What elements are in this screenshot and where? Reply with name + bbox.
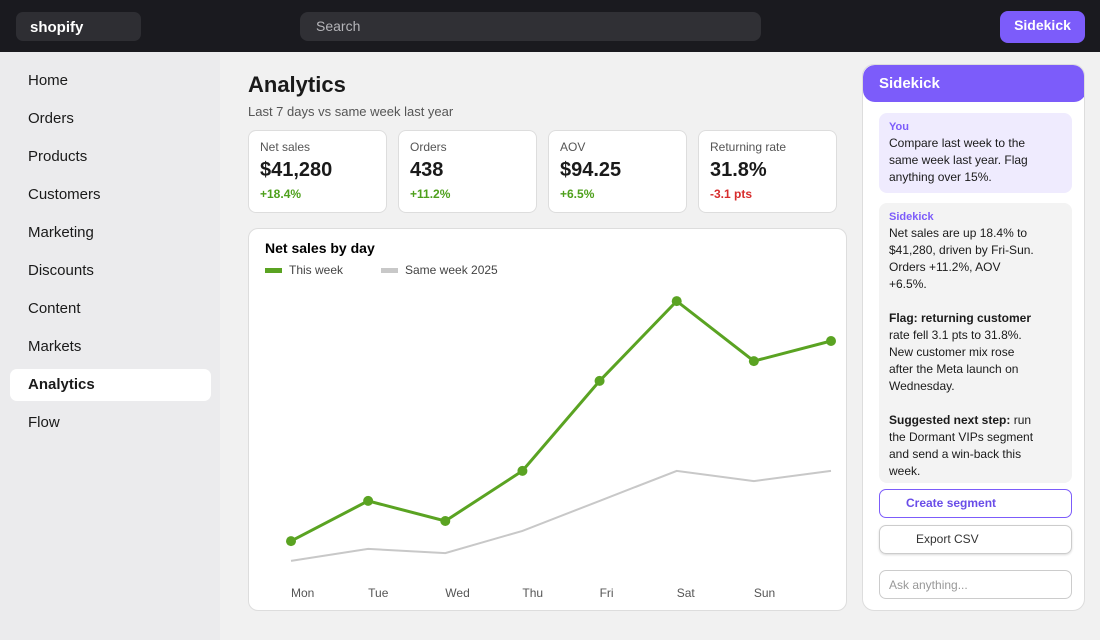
page-title: Analytics (248, 72, 346, 97)
chart: Net sales by day This week Same week 2025 M… (265, 240, 836, 600)
nav-item[interactable]: Products (28, 148, 88, 165)
kpi-delta: +11.2% (410, 187, 451, 201)
action-button[interactable]: Export CSV (879, 525, 1072, 554)
sidekick-panel: Sidekick You Compare last week to the sa… (862, 64, 1085, 611)
kpi-label: AOV (560, 140, 586, 154)
message-text: Compare last week to the same week last … (889, 136, 1028, 184)
kpi-delta: -3.1 pts (710, 187, 753, 201)
action-button[interactable]: Create segment (879, 489, 1072, 518)
nav-item[interactable]: Analytics (10, 369, 211, 401)
logo[interactable]: shopify (16, 12, 141, 41)
x-tick-label: Mon (291, 586, 314, 600)
message-lead: Suggested next step: (889, 413, 1011, 427)
x-tick-label: Wed (445, 586, 469, 600)
page-subtitle: Last 7 days vs same week last year (248, 104, 454, 119)
nav-item[interactable]: Flow (28, 414, 60, 431)
x-tick-label: Sun (754, 586, 775, 600)
sidebar: Home Orders Products Customers Marketing Disc… (0, 52, 220, 640)
message-text: run the Dormant VIPs segment and send a … (889, 413, 1034, 478)
message-author: You (889, 121, 909, 133)
data-point (440, 516, 451, 526)
data-point (594, 375, 605, 386)
data-point (286, 536, 296, 547)
chat-input[interactable]: Ask anything... (879, 570, 1072, 599)
nav-item[interactable]: Home (28, 72, 69, 89)
legend-label: Same week 2025 (405, 263, 498, 277)
legend-label: This week (289, 263, 344, 277)
data-point (671, 296, 682, 307)
user-message: You Compare last week to the same week l… (879, 113, 1072, 193)
kpi-delta: +18.4% (260, 187, 302, 201)
top-bar: shopify Search Sidekick (0, 0, 1100, 52)
message-text: rate fell 3.1 pts to 31.8%. New customer… (889, 328, 1022, 393)
kpi-card: Net sales $41,280 +18.4% (248, 130, 387, 213)
nav-item[interactable]: Orders (28, 110, 74, 127)
kpi-value: $41,280 (260, 159, 333, 181)
chart-title: Net sales by day (265, 240, 375, 256)
kpi-card: Returning rate 31.8% -3.1 pts (698, 130, 837, 213)
legend-swatch (381, 268, 398, 273)
message-paragraph: Suggested next step: run the Dormant VIP… (889, 412, 1039, 480)
x-tick-label: Tue (368, 586, 389, 600)
kpi-card: AOV $94.25 +6.5% (548, 130, 687, 213)
kpi-card: Orders 438 +11.2% (398, 130, 537, 213)
nav-item[interactable]: Content (28, 300, 81, 317)
nav-item[interactable]: Customers (28, 186, 101, 203)
kpi-label: Orders (410, 140, 447, 154)
kpi-delta: +6.5% (560, 187, 595, 201)
search-input[interactable]: Search (300, 12, 761, 41)
assistant-message: Sidekick Net sales are up 18.4% to $41,2… (879, 203, 1072, 483)
series-line (290, 469, 832, 562)
kpi-value: 31.8% (710, 159, 767, 181)
sidekick-title: Sidekick (863, 65, 1084, 102)
kpi-value: $94.25 (560, 159, 622, 181)
x-tick-label: Sat (677, 586, 696, 600)
x-tick-label: Fri (600, 586, 614, 600)
kpi-value: 438 (410, 159, 444, 181)
nav-item[interactable]: Discounts (28, 262, 94, 279)
sidekick-button[interactable]: Sidekick (1000, 11, 1085, 43)
data-point (517, 465, 528, 476)
message-paragraph: Flag: returning customer rate fell 3.1 p… (889, 310, 1039, 395)
legend-swatch (265, 268, 282, 273)
series-line (290, 299, 832, 543)
data-point (363, 495, 374, 506)
message-author: Sidekick (889, 211, 934, 223)
data-point (748, 356, 759, 367)
nav-item[interactable]: Marketing (28, 224, 94, 241)
kpi-label: Net sales (260, 140, 311, 154)
nav-item[interactable]: Markets (28, 338, 82, 355)
chart-card: Net sales by day This week Same week 2025 M… (248, 228, 847, 611)
message-paragraph: Net sales are up 18.4% to $41,280, drive… (889, 225, 1039, 293)
data-point (826, 336, 836, 346)
kpi-label: Returning rate (710, 140, 787, 154)
message-lead: Flag: returning customer (889, 311, 1032, 325)
message-text: Net sales are up 18.4% to $41,280, drive… (889, 226, 1034, 291)
x-tick-label: Thu (522, 586, 543, 600)
